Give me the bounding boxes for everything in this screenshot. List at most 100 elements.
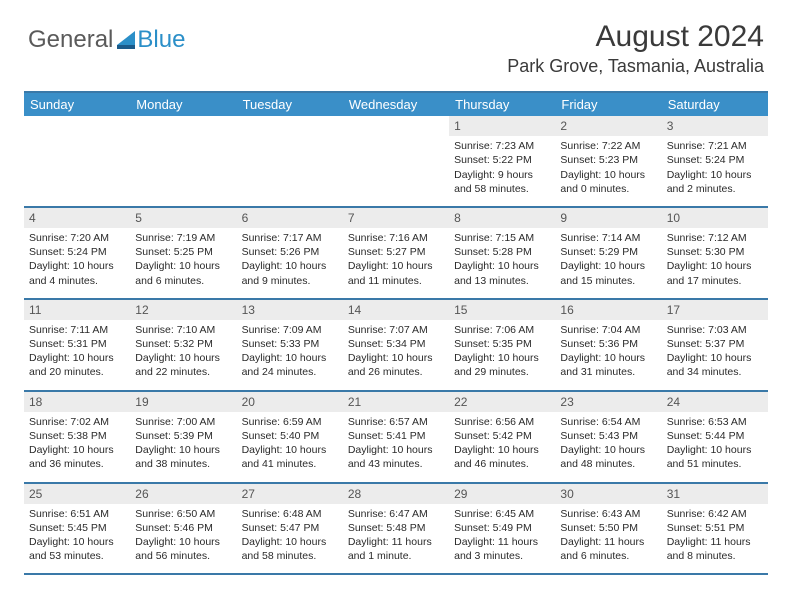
calendar-cell: 18Sunrise: 7:02 AMSunset: 5:38 PMDayligh… bbox=[24, 392, 130, 482]
sunrise-text: Sunrise: 7:19 AM bbox=[135, 231, 231, 245]
calendar-cell: 11Sunrise: 7:11 AMSunset: 5:31 PMDayligh… bbox=[24, 300, 130, 390]
day-number: 19 bbox=[130, 392, 236, 412]
sunrise-text: Sunrise: 7:10 AM bbox=[135, 323, 231, 337]
month-title: August 2024 bbox=[507, 20, 764, 54]
day-number: 26 bbox=[130, 484, 236, 504]
sunset-text: Sunset: 5:37 PM bbox=[667, 337, 763, 351]
day-header-wed: Wednesday bbox=[343, 93, 449, 116]
day-info: Sunrise: 6:56 AMSunset: 5:42 PMDaylight:… bbox=[453, 415, 551, 472]
daylight-text: Daylight: 10 hours and 26 minutes. bbox=[348, 351, 444, 379]
calendar-cell: 23Sunrise: 6:54 AMSunset: 5:43 PMDayligh… bbox=[555, 392, 661, 482]
sunset-text: Sunset: 5:42 PM bbox=[454, 429, 550, 443]
calendar-cell: 3Sunrise: 7:21 AMSunset: 5:24 PMDaylight… bbox=[662, 116, 768, 206]
day-info: Sunrise: 6:50 AMSunset: 5:46 PMDaylight:… bbox=[134, 507, 232, 564]
day-info: Sunrise: 6:48 AMSunset: 5:47 PMDaylight:… bbox=[241, 507, 339, 564]
calendar-cell: 14 Sunrise: 7:07 AMSunset: 5:34 PMDayligh… bbox=[343, 300, 449, 390]
day-number: 9 bbox=[555, 208, 661, 228]
day-info: Sunrise: 7:21 AMSunset: 5:24 PMDaylight:… bbox=[666, 139, 764, 196]
sunset-text: Sunset: 5:24 PM bbox=[29, 245, 125, 259]
day-number: 17 bbox=[662, 300, 768, 320]
daylight-text: Daylight: 10 hours and 41 minutes. bbox=[242, 443, 338, 471]
calendar-cell: 13 Sunrise: 7:09 AMSunset: 5:33 PMDayligh… bbox=[237, 300, 343, 390]
day-info: Sunrise: 7:10 AMSunset: 5:32 PMDaylight:… bbox=[134, 323, 232, 380]
daylight-text: Daylight: 10 hours and 0 minutes. bbox=[560, 168, 656, 196]
sunset-text: Sunset: 5:39 PM bbox=[135, 429, 231, 443]
day-info: Sunrise: 7:03 AMSunset: 5:37 PMDaylight:… bbox=[666, 323, 764, 380]
sunrise-text: Sunrise: 7:22 AM bbox=[560, 139, 656, 153]
calendar-cell bbox=[237, 116, 343, 206]
day-header-row: Sunday Monday Tuesday Wednesday Thursday… bbox=[24, 93, 768, 116]
day-info: Sunrise: 7:23 AMSunset: 5:22 PMDaylight:… bbox=[453, 139, 551, 196]
sunset-text: Sunset: 5:40 PM bbox=[242, 429, 338, 443]
day-header-sun: Sunday bbox=[24, 93, 130, 116]
calendar-cell: 1Sunrise: 7:23 AMSunset: 5:22 PMDaylight… bbox=[449, 116, 555, 206]
calendar-cell: 29 Sunrise: 6:45 AMSunset: 5:49 PMDayligh… bbox=[449, 484, 555, 574]
sunrise-text: Sunrise: 7:09 AM bbox=[242, 323, 338, 337]
daylight-text: Daylight: 10 hours and 17 minutes. bbox=[667, 259, 763, 287]
calendar-cell: 7Sunrise: 7:16 AMSunset: 5:27 PMDaylight… bbox=[343, 208, 449, 298]
daylight-text: Daylight: 10 hours and 22 minutes. bbox=[135, 351, 231, 379]
sunset-text: Sunset: 5:38 PM bbox=[29, 429, 125, 443]
day-number: 11 bbox=[24, 300, 130, 320]
calendar-cell: 19 Sunrise: 7:00 AMSunset: 5:39 PMDayligh… bbox=[130, 392, 236, 482]
day-info: Sunrise: 7:19 AMSunset: 5:25 PMDaylight:… bbox=[134, 231, 232, 288]
daylight-text: Daylight: 10 hours and 2 minutes. bbox=[667, 168, 763, 196]
calendar-cell: 20 Sunrise: 6:59 AMSunset: 5:40 PMDayligh… bbox=[237, 392, 343, 482]
sunset-text: Sunset: 5:27 PM bbox=[348, 245, 444, 259]
day-info: Sunrise: 7:12 AMSunset: 5:30 PMDaylight:… bbox=[666, 231, 764, 288]
day-info: Sunrise: 7:16 AMSunset: 5:27 PMDaylight:… bbox=[347, 231, 445, 288]
calendar-cell bbox=[130, 116, 236, 206]
sunrise-text: Sunrise: 7:23 AM bbox=[454, 139, 550, 153]
daylight-text: Daylight: 10 hours and 34 minutes. bbox=[667, 351, 763, 379]
day-info: Sunrise: 6:47 AMSunset: 5:48 PMDaylight:… bbox=[347, 507, 445, 564]
sunset-text: Sunset: 5:47 PM bbox=[242, 521, 338, 535]
sunset-text: Sunset: 5:41 PM bbox=[348, 429, 444, 443]
sunrise-text: Sunrise: 7:15 AM bbox=[454, 231, 550, 245]
logo-triangle-icon bbox=[117, 31, 135, 45]
sunrise-text: Sunrise: 6:47 AM bbox=[348, 507, 444, 521]
calendar-cell: 24Sunrise: 6:53 AMSunset: 5:44 PMDayligh… bbox=[662, 392, 768, 482]
day-info: Sunrise: 6:59 AMSunset: 5:40 PMDaylight:… bbox=[241, 415, 339, 472]
daylight-text: Daylight: 11 hours and 6 minutes. bbox=[560, 535, 656, 563]
calendar-cell: 6Sunrise: 7:17 AMSunset: 5:26 PMDaylight… bbox=[237, 208, 343, 298]
day-number: 12 bbox=[130, 300, 236, 320]
daylight-text: Daylight: 10 hours and 13 minutes. bbox=[454, 259, 550, 287]
day-info: Sunrise: 7:09 AMSunset: 5:33 PMDaylight:… bbox=[241, 323, 339, 380]
day-number: 13 bbox=[237, 300, 343, 320]
sunset-text: Sunset: 5:32 PM bbox=[135, 337, 231, 351]
day-info: Sunrise: 7:00 AMSunset: 5:39 PMDaylight:… bbox=[134, 415, 232, 472]
day-info: Sunrise: 7:04 AMSunset: 5:36 PMDaylight:… bbox=[559, 323, 657, 380]
day-info: Sunrise: 6:42 AMSunset: 5:51 PMDaylight:… bbox=[666, 507, 764, 564]
calendar-cell: 28Sunrise: 6:47 AMSunset: 5:48 PMDayligh… bbox=[343, 484, 449, 574]
sunrise-text: Sunrise: 7:11 AM bbox=[29, 323, 125, 337]
logo-word1: General bbox=[28, 26, 113, 54]
daylight-text: Daylight: 10 hours and 38 minutes. bbox=[135, 443, 231, 471]
sunset-text: Sunset: 5:51 PM bbox=[667, 521, 763, 535]
week-row: 1Sunrise: 7:23 AMSunset: 5:22 PMDaylight… bbox=[24, 116, 768, 208]
sunrise-text: Sunrise: 7:06 AM bbox=[454, 323, 550, 337]
day-number: 8 bbox=[449, 208, 555, 228]
day-number: 20 bbox=[237, 392, 343, 412]
calendar-cell: 12 Sunrise: 7:10 AMSunset: 5:32 PMDayligh… bbox=[130, 300, 236, 390]
day-number: 29 bbox=[449, 484, 555, 504]
day-number: 6 bbox=[237, 208, 343, 228]
day-info: Sunrise: 6:57 AMSunset: 5:41 PMDaylight:… bbox=[347, 415, 445, 472]
sunrise-text: Sunrise: 6:42 AM bbox=[667, 507, 763, 521]
day-number: 22 bbox=[449, 392, 555, 412]
day-number: 15 bbox=[449, 300, 555, 320]
day-info: Sunrise: 7:07 AMSunset: 5:34 PMDaylight:… bbox=[347, 323, 445, 380]
calendar-cell bbox=[343, 116, 449, 206]
calendar-cell: 22 Sunrise: 6:56 AMSunset: 5:42 PMDayligh… bbox=[449, 392, 555, 482]
calendar-cell: 15Sunrise: 7:06 AMSunset: 5:35 PMDayligh… bbox=[449, 300, 555, 390]
day-number: 5 bbox=[130, 208, 236, 228]
day-info: Sunrise: 6:45 AMSunset: 5:49 PMDaylight:… bbox=[453, 507, 551, 564]
calendar: Sunday Monday Tuesday Wednesday Thursday… bbox=[24, 93, 768, 575]
day-number: 14 bbox=[343, 300, 449, 320]
sunset-text: Sunset: 5:31 PM bbox=[29, 337, 125, 351]
sunrise-text: Sunrise: 7:14 AM bbox=[560, 231, 656, 245]
daylight-text: Daylight: 10 hours and 36 minutes. bbox=[29, 443, 125, 471]
daylight-text: Daylight: 9 hours and 58 minutes. bbox=[454, 168, 550, 196]
calendar-cell: 17 Sunrise: 7:03 AMSunset: 5:37 PMDayligh… bbox=[662, 300, 768, 390]
sunset-text: Sunset: 5:43 PM bbox=[560, 429, 656, 443]
sunset-text: Sunset: 5:50 PM bbox=[560, 521, 656, 535]
